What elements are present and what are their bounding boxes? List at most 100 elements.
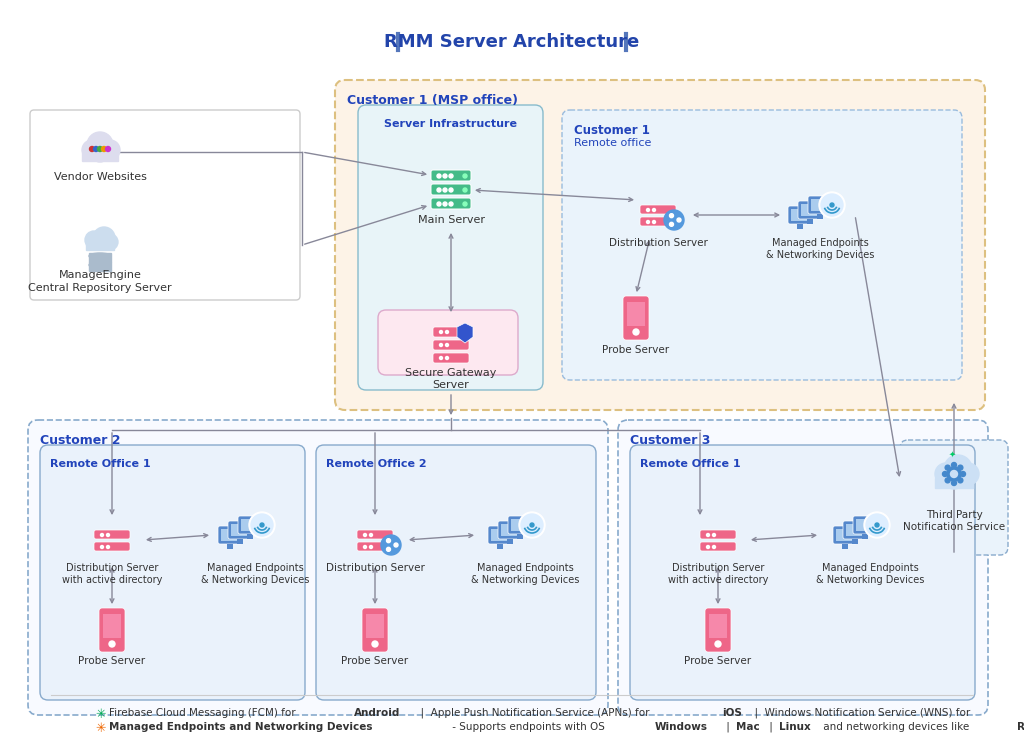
Text: Customer 2: Customer 2 (40, 434, 121, 447)
Circle shape (449, 174, 453, 178)
Circle shape (89, 146, 94, 151)
FancyBboxPatch shape (99, 608, 125, 652)
Circle shape (866, 514, 888, 536)
Circle shape (249, 512, 275, 538)
Circle shape (935, 463, 957, 485)
Circle shape (957, 463, 979, 485)
FancyBboxPatch shape (700, 530, 736, 539)
Circle shape (950, 470, 957, 478)
Text: Mac: Mac (736, 722, 760, 732)
Bar (227, 544, 233, 549)
FancyBboxPatch shape (357, 542, 393, 551)
FancyBboxPatch shape (488, 526, 512, 544)
Circle shape (957, 465, 963, 470)
Circle shape (945, 478, 950, 483)
Text: Managed Endpoints
& Networking Devices: Managed Endpoints & Networking Devices (816, 563, 925, 585)
Circle shape (370, 533, 373, 536)
Circle shape (944, 455, 972, 483)
Text: Probe Server: Probe Server (341, 656, 409, 666)
FancyBboxPatch shape (335, 80, 985, 410)
Text: RMM Server Architecture: RMM Server Architecture (384, 33, 640, 51)
Circle shape (957, 478, 963, 483)
Bar (935, 478, 973, 488)
Text: and networking devices like: and networking devices like (820, 722, 973, 732)
Bar (501, 524, 519, 536)
FancyBboxPatch shape (508, 516, 532, 534)
Polygon shape (457, 323, 473, 343)
FancyBboxPatch shape (433, 340, 469, 350)
Bar (709, 614, 727, 638)
Circle shape (386, 548, 390, 551)
FancyBboxPatch shape (630, 445, 975, 700)
Bar (89, 253, 111, 262)
FancyBboxPatch shape (843, 521, 867, 539)
Circle shape (100, 140, 120, 160)
FancyBboxPatch shape (431, 184, 471, 195)
Bar (497, 544, 503, 549)
Text: iOS: iOS (722, 708, 741, 718)
Text: Main Server: Main Server (418, 215, 484, 225)
Text: Probe Server: Probe Server (602, 345, 670, 355)
Bar (237, 539, 243, 544)
Bar (221, 529, 239, 541)
Circle shape (677, 218, 681, 222)
Circle shape (91, 144, 109, 162)
FancyBboxPatch shape (28, 420, 608, 715)
Bar (511, 519, 529, 531)
Circle shape (519, 512, 545, 538)
Bar (856, 519, 874, 531)
Text: Linux: Linux (779, 722, 811, 732)
Circle shape (437, 202, 441, 206)
Text: Managed Endpoints and Networking Devices: Managed Endpoints and Networking Devices (109, 722, 373, 732)
Bar (517, 534, 523, 539)
Circle shape (97, 146, 102, 151)
Circle shape (951, 481, 956, 485)
Text: ✦: ✦ (948, 450, 955, 459)
Circle shape (943, 467, 965, 489)
FancyBboxPatch shape (30, 110, 300, 300)
Circle shape (437, 188, 441, 192)
Bar (852, 539, 858, 544)
Text: Customer 1 (MSP office): Customer 1 (MSP office) (347, 94, 518, 107)
FancyBboxPatch shape (94, 530, 130, 539)
FancyBboxPatch shape (40, 445, 305, 700)
Circle shape (821, 194, 843, 216)
FancyBboxPatch shape (238, 516, 262, 534)
Bar (627, 302, 645, 326)
Bar (86, 243, 114, 250)
FancyBboxPatch shape (433, 327, 469, 337)
Circle shape (443, 202, 447, 206)
Text: Firebase Cloud Messaging (FCM) for: Firebase Cloud Messaging (FCM) for (109, 708, 299, 718)
Circle shape (93, 227, 115, 249)
Bar (862, 534, 868, 539)
Bar (82, 153, 118, 161)
FancyBboxPatch shape (228, 521, 252, 539)
Circle shape (260, 523, 264, 527)
Bar (89, 262, 111, 271)
Bar (797, 224, 803, 229)
Bar (241, 519, 259, 531)
Ellipse shape (89, 262, 111, 268)
Circle shape (85, 231, 103, 249)
Text: Secure Gateway
Server: Secure Gateway Server (406, 368, 497, 390)
Text: Server Infrastructure: Server Infrastructure (384, 119, 517, 129)
Text: Distribution Server: Distribution Server (326, 563, 424, 573)
Circle shape (463, 174, 467, 178)
Circle shape (443, 188, 447, 192)
Circle shape (445, 344, 449, 347)
FancyBboxPatch shape (431, 198, 471, 209)
Circle shape (101, 146, 106, 151)
Circle shape (102, 234, 118, 250)
Circle shape (445, 330, 449, 333)
Text: Customer 3: Customer 3 (630, 434, 711, 447)
Text: |: | (723, 722, 733, 732)
Bar (791, 209, 809, 221)
Circle shape (372, 641, 378, 647)
Bar (836, 529, 854, 541)
FancyBboxPatch shape (788, 206, 812, 224)
Circle shape (947, 467, 961, 481)
Circle shape (707, 545, 710, 548)
Bar (231, 524, 249, 536)
Circle shape (819, 192, 845, 218)
Text: Android: Android (354, 708, 400, 718)
